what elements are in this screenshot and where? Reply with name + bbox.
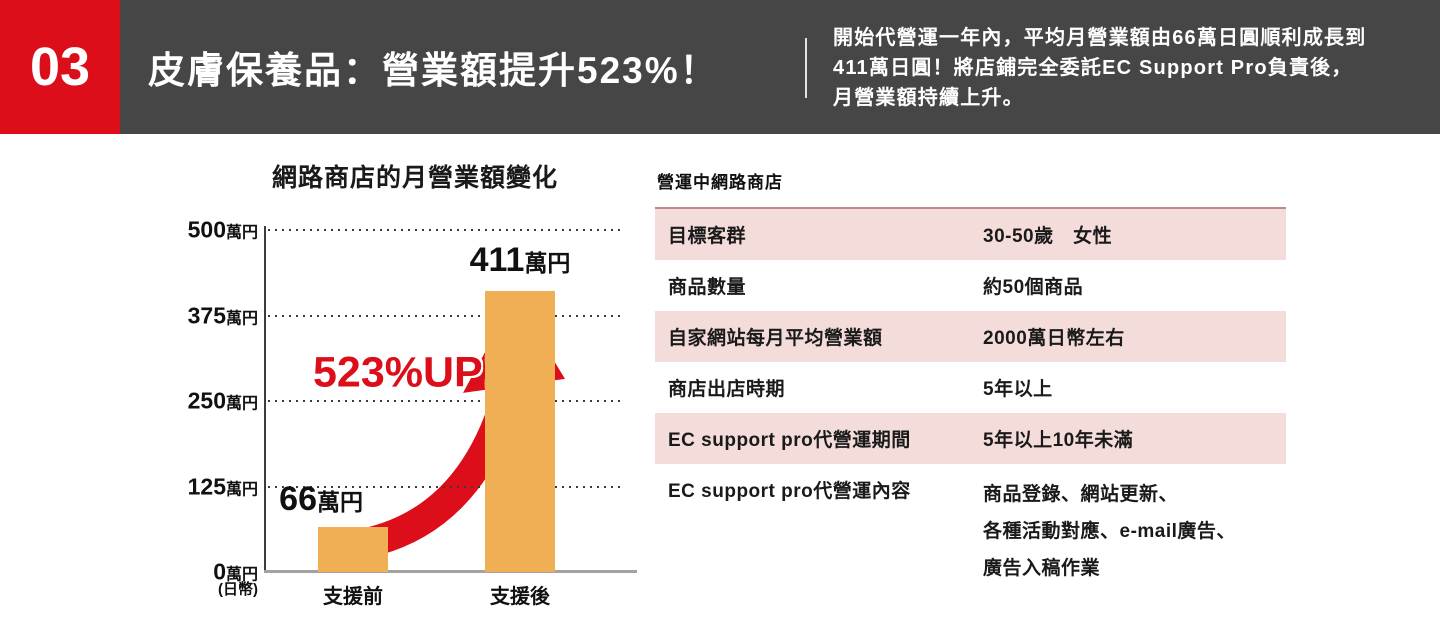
gridline <box>268 314 620 317</box>
x-tick-label: 支援前 <box>323 586 383 608</box>
row-value-line: 2000萬日幣左右 <box>983 328 1125 349</box>
value-number: 250 <box>187 387 226 414</box>
y-axis <box>264 226 266 573</box>
table-row: 自家網站每月平均營業額 2000萬日幣左右 <box>655 311 1286 362</box>
gridline <box>268 229 620 231</box>
axis-unit-note: (日幣) <box>218 581 258 598</box>
row-label: 目標客群 <box>668 226 747 247</box>
row-value-line: 各種活動對應、e-mail廣告、 <box>983 521 1236 542</box>
row-label: EC support pro代營運內容 <box>668 481 911 502</box>
table-row: EC support pro代營運內容 商品登錄、網站更新、各種活動對應、e-ma… <box>655 464 1286 595</box>
header-divider <box>805 38 807 98</box>
row-label: 自家網站每月平均營業額 <box>668 328 883 349</box>
value-unit: 萬円 <box>225 310 258 327</box>
y-tick-label: 0萬円 <box>180 559 258 586</box>
bar-value-label: 411萬円 <box>430 241 610 280</box>
header-bar: 03 皮膚保養品：營業額提升523%！ 開始代營運一年內，平均月營業額由66萬日… <box>0 0 1440 134</box>
bar <box>318 526 388 572</box>
chart-section: 網路商店的月營業額變化 (日幣) 523%UP! 500萬円 375萬円 250萬円… <box>180 150 650 620</box>
row-value-line: 30-50歲 女性 <box>983 226 1113 247</box>
x-tick-label: 支援後 <box>490 586 550 608</box>
row-value-line: 商品登錄、網站更新、 <box>983 484 1179 505</box>
row-value: 30-50歲 女性 <box>983 221 1286 248</box>
x-axis <box>264 570 637 573</box>
row-value: 商品登錄、網站更新、各種活動對應、e-mail廣告、 廣告入稿作業 <box>983 476 1286 587</box>
row-label: 商品數量 <box>668 277 747 298</box>
uplift-badge: 523%UP! <box>312 348 498 397</box>
row-value-line: 5年以上10年未滿 <box>983 430 1134 451</box>
row-value: 約50個商品 <box>983 272 1286 299</box>
y-tick-label: 375萬円 <box>180 302 258 329</box>
table-row: 商品數量 約50個商品 <box>655 260 1286 311</box>
table-row: EC support pro代營運期間 5年以上10年未滿 <box>655 413 1286 464</box>
y-tick-label: 250萬円 <box>180 388 258 415</box>
value-number: 375 <box>187 302 226 328</box>
value-number: 0 <box>213 558 226 585</box>
y-tick-label: 500萬円 <box>180 217 258 244</box>
value-number: 411 <box>469 240 525 279</box>
bar-value-label: 66萬円 <box>203 480 363 519</box>
value-unit: 萬円 <box>225 566 258 584</box>
value-number: 66 <box>279 479 317 518</box>
row-value: 2000萬日幣左右 <box>983 323 1286 350</box>
value-number: 500 <box>187 216 226 243</box>
row-value-line: 5年以上 <box>983 379 1053 400</box>
bar <box>485 290 555 572</box>
value-unit: 萬円 <box>225 481 258 498</box>
row-label: EC support pro代營運期間 <box>668 430 911 451</box>
info-table: 營運中網路商店 目標客群 30-50歲 女性商品數量 約50個商品自家網站每月平均營… <box>655 160 1286 595</box>
case-description: 開始代營運一年內，平均月營業額由66萬日圓順利成長到 411萬日圓！將店鋪完全委… <box>833 27 1367 109</box>
row-value-line: 約50個商品 <box>983 277 1084 298</box>
y-tick-label: 125萬円 <box>180 473 258 500</box>
value-number: 125 <box>187 473 226 499</box>
gridline <box>268 400 620 402</box>
row-value-line: 廣告入稿作業 <box>983 558 1101 579</box>
table-row: 商店出店時期 5年以上 <box>655 362 1286 413</box>
row-label: 商店出店時期 <box>668 379 786 400</box>
table-title: 營運中網路商店 <box>657 173 783 192</box>
gridline <box>268 485 620 488</box>
row-value: 5年以上 <box>983 374 1286 401</box>
case-number-badge: 03 <box>0 0 120 134</box>
chart-title: 網路商店的月營業額變化 <box>271 164 558 192</box>
row-value: 5年以上10年未滿 <box>983 425 1286 452</box>
value-unit: 萬円 <box>225 224 258 242</box>
value-unit: 萬円 <box>225 395 258 413</box>
table-row: 目標客群 30-50歲 女性 <box>655 209 1286 260</box>
case-title: 皮膚保養品：營業額提升523%！ <box>148 50 719 91</box>
table-rows: 目標客群 30-50歲 女性商品數量 約50個商品自家網站每月平均營業額 2000萬日… <box>655 207 1286 595</box>
value-unit: 萬円 <box>524 249 571 276</box>
value-unit: 萬円 <box>317 488 363 515</box>
